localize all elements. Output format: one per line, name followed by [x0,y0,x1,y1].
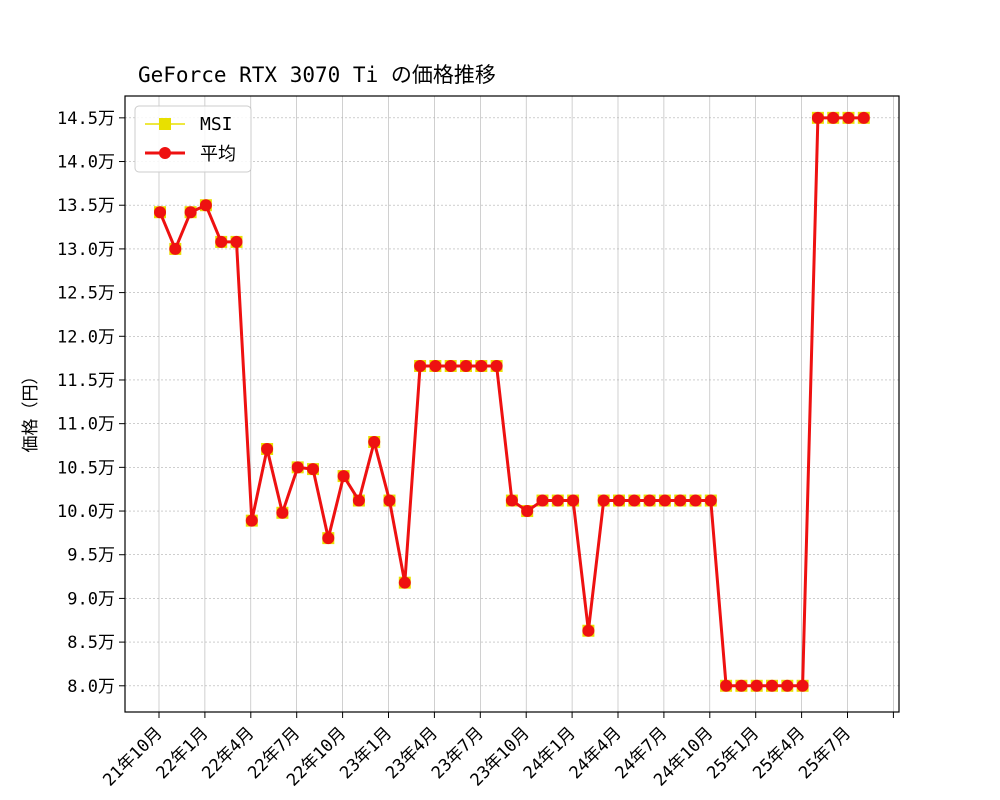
average-point [368,436,381,449]
average-point [811,111,824,124]
average-point [199,199,212,212]
y-tick-label: 8.0万 [67,677,115,697]
average-point [337,470,350,483]
msi-series-line [159,117,864,687]
y-tick-label: 13.0万 [57,240,115,260]
y-tick-label: 9.5万 [67,546,115,566]
average-point [643,494,656,507]
average-point [597,494,610,507]
average-point [857,111,870,124]
y-tick-label: 13.5万 [57,196,115,216]
x-tick-label: 25年7月 [795,723,855,783]
average-point [460,359,472,372]
average-point [261,442,274,455]
average-point [383,494,396,507]
average-point [154,206,166,219]
y-tick-label: 10.0万 [57,502,115,522]
average-point [750,679,763,692]
average-point [582,624,595,637]
average-point [291,461,304,474]
legend-average-label: 平均 [200,144,236,165]
y-tick-label: 14.0万 [57,153,115,173]
x-tick-label: 21年10月 [99,723,166,790]
average-point [658,494,671,507]
y-axis-label: 価格（円） [21,368,41,453]
y-tick-label: 10.5万 [57,458,115,478]
average-point [307,463,319,476]
average-point [781,679,794,692]
average-point [536,494,549,507]
average-point [490,359,503,372]
average-point [322,532,335,545]
y-tick-label: 11.0万 [57,415,115,435]
average-point [827,111,840,124]
y-tick-label: 14.5万 [57,109,115,129]
average-point [429,359,442,372]
average-point [398,576,411,589]
average-point [689,494,702,507]
average-point [720,679,733,692]
average-point [505,494,518,507]
average-point [735,679,748,692]
average-point [674,494,687,507]
average-point [842,111,855,124]
y-tick-label: 11.5万 [57,371,115,391]
average-point [613,494,625,507]
legend-msi-label: MSI [200,114,233,135]
average-point [230,235,243,248]
average-point [444,359,457,372]
average-point [796,679,809,692]
legend: MSI 平均 [134,105,252,173]
legend-msi-marker [159,118,171,130]
average-point [245,514,258,527]
average-point [766,679,778,692]
chart-title: GeForce RTX 3070 Ti の価格推移 [138,63,496,87]
average-point [184,206,197,219]
average-point [352,494,365,507]
y-tick-label: 12.0万 [57,327,115,347]
average-point [169,242,182,255]
plot-frame [124,95,900,713]
average-point [215,235,228,248]
y-tick-label: 8.5万 [67,633,115,653]
average-point [628,494,641,507]
y-tick-label: 9.0万 [67,589,115,609]
average-point [704,494,717,507]
average-series-line [158,116,864,688]
average-point [414,359,427,372]
average-point [475,359,488,372]
average-point [276,506,289,519]
average-point [551,494,564,507]
series-layer [154,111,870,692]
average-point [521,505,534,518]
grid-lines [125,96,899,712]
y-tick-label: 12.5万 [57,284,115,304]
legend-average-marker [159,147,171,159]
average-point [567,494,580,507]
